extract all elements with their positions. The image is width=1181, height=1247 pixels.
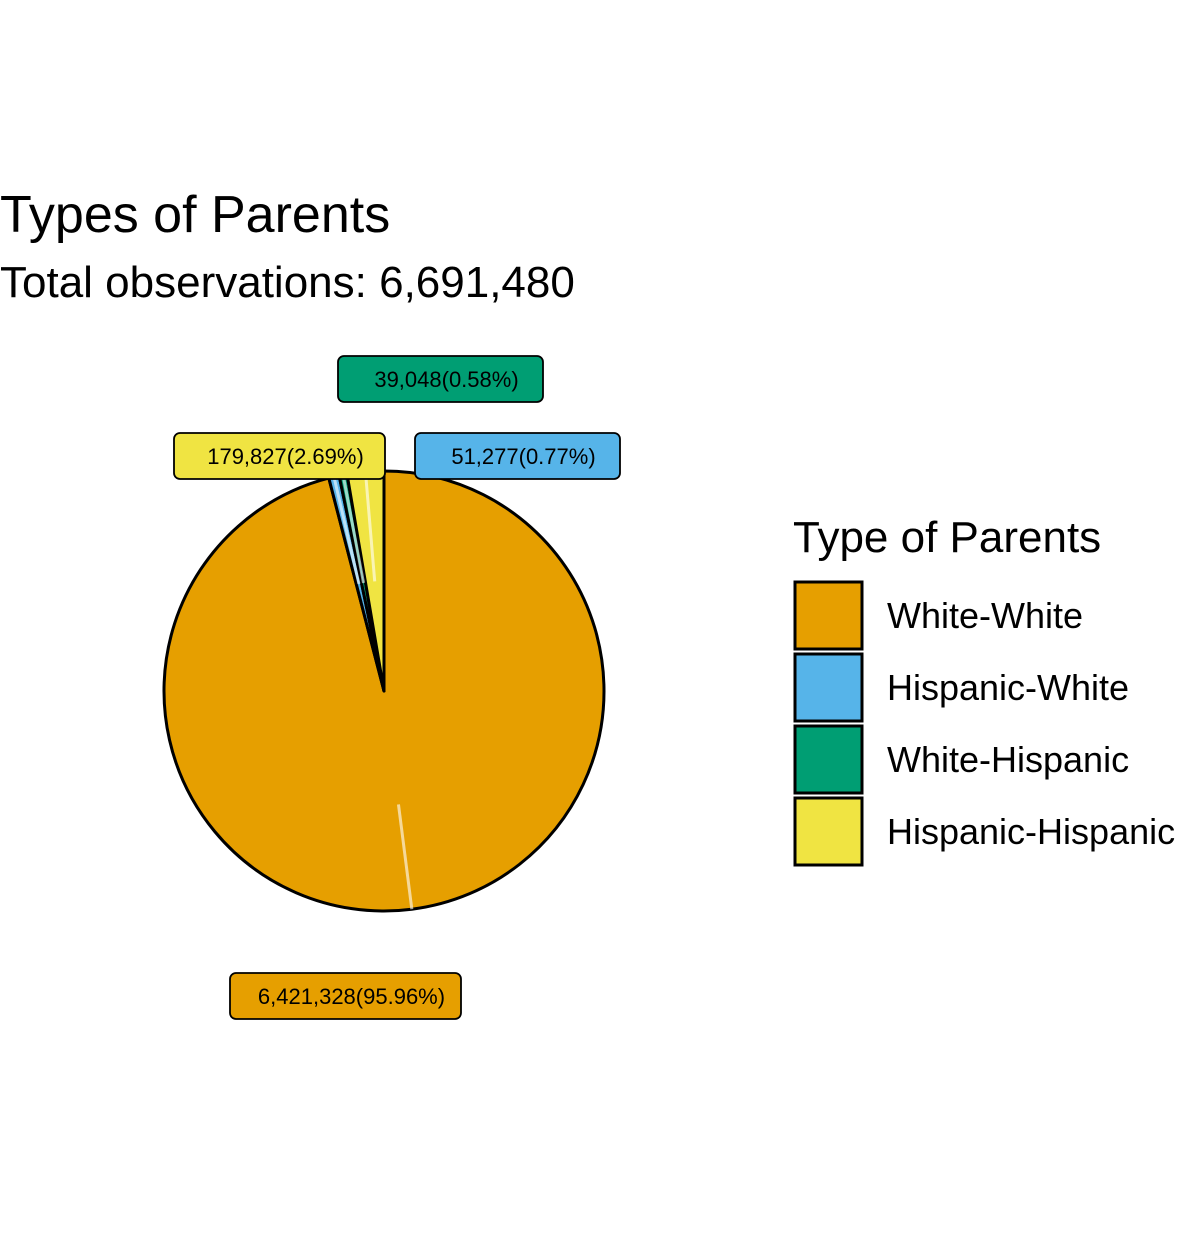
data-label-box-hispanic-hispanic	[173, 432, 386, 480]
data-label-hispanic-white: 51,277(0.77%)	[451, 444, 595, 469]
leader-line-hispanic-hispanic	[363, 471, 377, 582]
pie-slices	[162, 469, 606, 913]
data-label-white-hispanic: 39,048(0.58%)	[374, 367, 518, 392]
leader-line-white-hispanic	[341, 474, 366, 584]
data-label-box-white-white	[229, 972, 462, 1020]
chart-title: Types of Parents	[0, 186, 390, 244]
data-label-hispanic-hispanic: 179,827(2.69%)	[207, 444, 364, 469]
data-label-white-white: 6,421,328(95.96%)	[258, 984, 445, 1009]
legend-label-white-white: White-White	[887, 595, 1083, 636]
legend-title: Type of Parents	[793, 513, 1101, 562]
legend-label-hispanic-hispanic: Hispanic-Hispanic	[887, 811, 1175, 852]
chart-subtitle: Total observations: 6,691,480	[0, 258, 575, 307]
data-label-box-white-hispanic	[337, 355, 544, 403]
legend-label-hispanic-white: Hispanic-White	[887, 667, 1129, 708]
slice-labels: 6,421,328(95.96%) 51,277(0.77%) 39,048(0.5…	[173, 355, 621, 1020]
leader-line-hispanic-white	[332, 476, 361, 585]
data-label-box-hispanic-white	[414, 432, 621, 480]
legend-label-white-hispanic: White-Hispanic	[887, 739, 1129, 780]
legend-key-hispanic-hispanic	[793, 796, 864, 867]
legend: Type of Parents White-White Hispanic-Whit…	[793, 513, 1175, 867]
legend-key-white-hispanic	[793, 724, 864, 795]
leader-line-white-white	[396, 804, 414, 910]
legend-key-hispanic-white	[793, 652, 864, 723]
legend-key-white-white	[793, 580, 864, 651]
